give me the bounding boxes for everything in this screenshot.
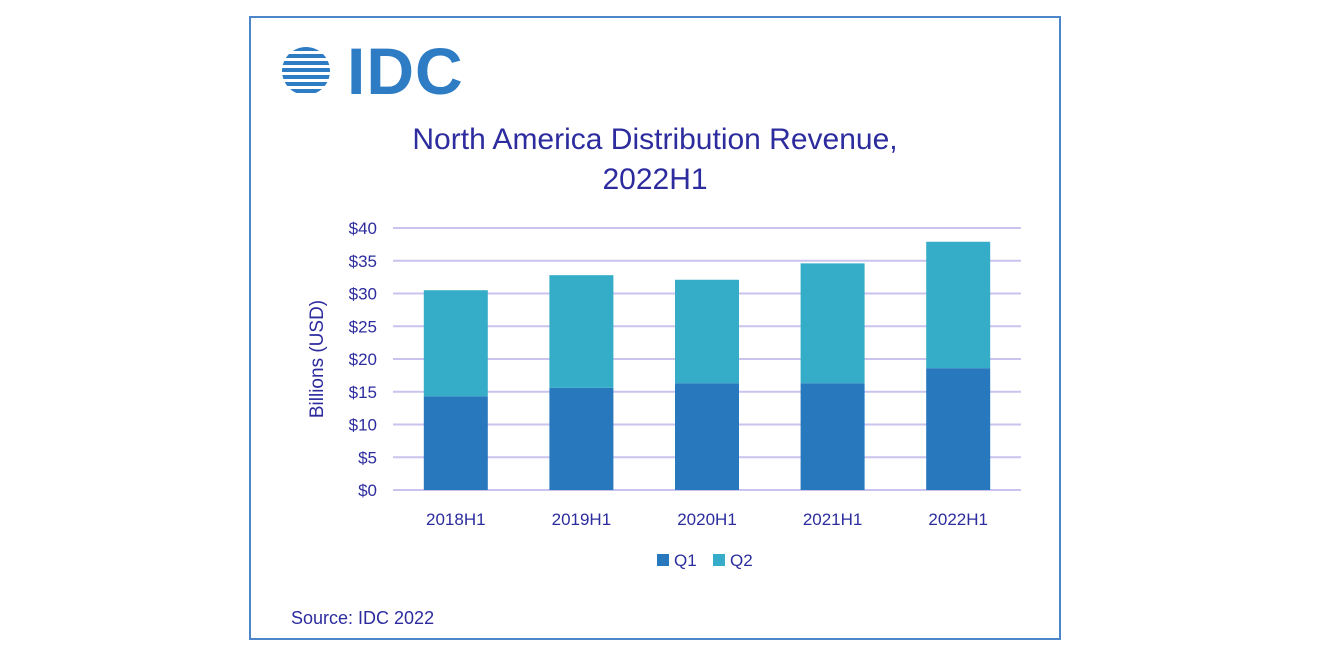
legend-label-q2: Q2 xyxy=(730,551,753,570)
chart-title: North America Distribution Revenue, 2022… xyxy=(251,120,1059,200)
idc-logo: IDC xyxy=(281,38,463,104)
x-tick-label: 2018H1 xyxy=(426,510,486,529)
y-tick-label: $0 xyxy=(358,481,377,500)
y-tick-label: $25 xyxy=(349,317,377,336)
bar-q1 xyxy=(675,383,739,490)
y-tick-label: $40 xyxy=(349,219,377,238)
bar-q1 xyxy=(926,368,991,490)
y-tick-label: $35 xyxy=(349,252,377,271)
x-tick-label: 2019H1 xyxy=(552,510,612,529)
legend-swatch-q1 xyxy=(657,554,669,566)
globe-icon xyxy=(282,47,330,93)
bar-q2 xyxy=(926,241,991,369)
x-tick-label: 2020H1 xyxy=(677,510,737,529)
bar-q2 xyxy=(423,290,488,397)
legend-label-q1: Q1 xyxy=(674,551,697,570)
chart-title-line-2: 2022H1 xyxy=(602,163,708,196)
y-tick-label: $5 xyxy=(358,448,377,467)
y-tick-label: $20 xyxy=(349,350,377,369)
bar-q1 xyxy=(423,396,488,490)
y-axis-title: Billions (USD) xyxy=(307,300,328,418)
legend-swatch-q2 xyxy=(713,554,725,566)
y-tick-label: $15 xyxy=(349,383,377,402)
x-tick-label: 2022H1 xyxy=(928,510,988,529)
bar-q2 xyxy=(675,279,739,384)
chart-card: IDC North America Distribution Revenue, … xyxy=(249,16,1061,640)
logo-text: IDC xyxy=(347,34,464,108)
bar-chart: $0 $5 $10 $15 $20 $25 $30 $35 $40 Billions (USD) 2… xyxy=(307,219,1021,570)
chart-title-line-1: North America Distribution Revenue, xyxy=(412,123,898,156)
source-note: Source: IDC 2022 xyxy=(291,608,435,628)
y-tick-label: $10 xyxy=(349,416,377,435)
bar-q1 xyxy=(549,387,614,490)
bar-q2 xyxy=(549,275,614,388)
bar-q1 xyxy=(800,383,865,490)
x-tick-label: 2021H1 xyxy=(803,510,863,529)
y-tick-label: $30 xyxy=(349,285,377,304)
bar-q2 xyxy=(800,263,865,384)
